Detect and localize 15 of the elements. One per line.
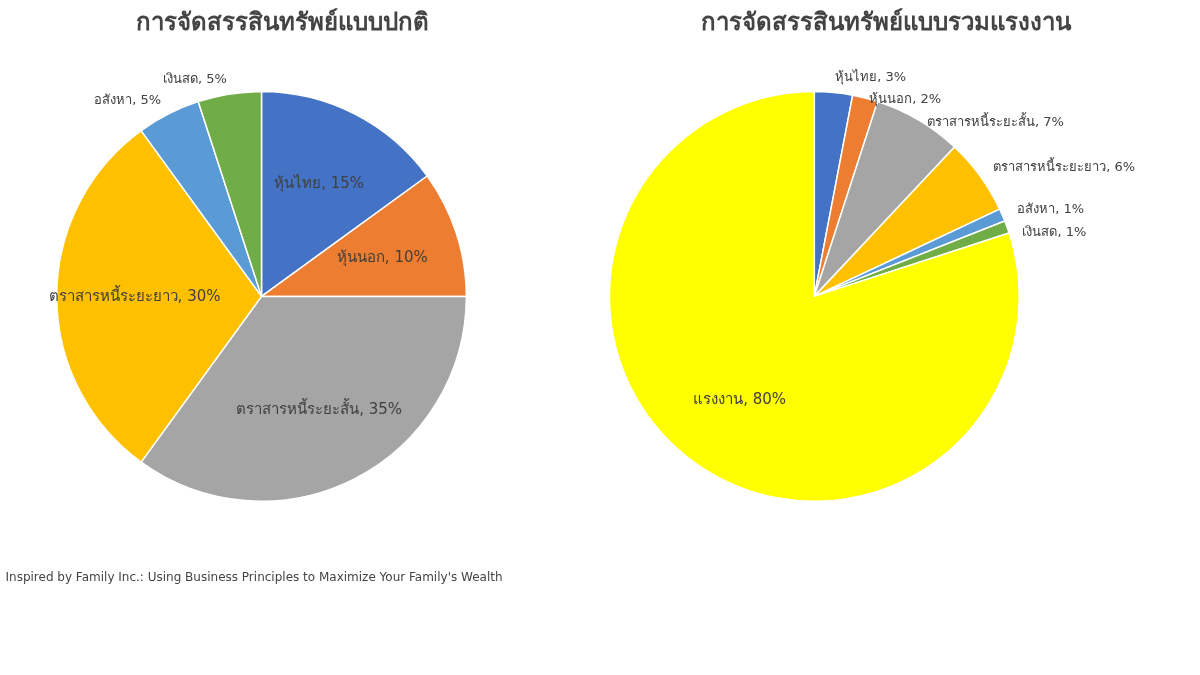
slice-label: หุ้นนอก, 2%: [869, 91, 942, 108]
slice-label: อสังหา, 1%: [1017, 201, 1085, 217]
chart-title: การจัดสรรสินทรัพย์แบบรวมแรงงาน: [701, 7, 1072, 36]
slice-label: ตราสารหนี้ระยะยาว, 6%: [993, 156, 1136, 174]
slice-label: ตราสารหนี้ระยะสั้น, 7%: [926, 111, 1064, 129]
slice-label: ตราสารหนี้ระยะสั้น, 35%: [236, 398, 403, 419]
slice-label: แรงงาน, 80%: [693, 390, 787, 409]
slice-label: หุ้นไทย, 15%: [274, 174, 365, 194]
slice-label: หุ้นไทย, 3%: [835, 68, 907, 85]
text: Inspired by Family Inc.: Using Business Principles to Maximize Your Family's Wealth: [5, 569, 503, 584]
chart-title: การจัดสรรสินทรัพย์แบบปกติ: [135, 7, 429, 36]
slice-label: เงินสด, 5%: [163, 70, 227, 86]
slice-label: หุ้นนอก, 10%: [336, 248, 428, 268]
slice-label: อสังหา, 5%: [94, 91, 162, 107]
slice-label: เงินสด, 1%: [1022, 223, 1087, 239]
